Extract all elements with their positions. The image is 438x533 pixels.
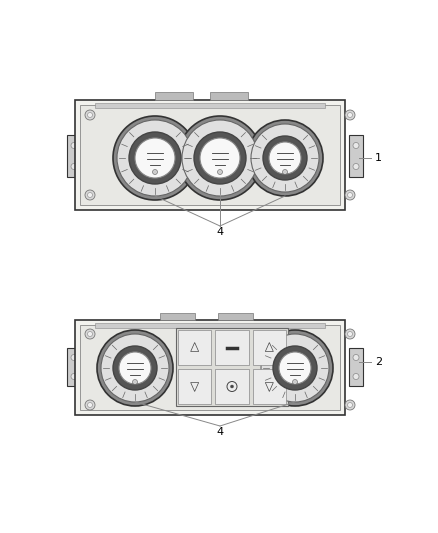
Circle shape	[97, 330, 173, 406]
Text: 2: 2	[375, 357, 382, 367]
Circle shape	[345, 190, 355, 200]
Circle shape	[117, 120, 193, 196]
Circle shape	[85, 329, 95, 339]
Circle shape	[230, 385, 233, 388]
Circle shape	[347, 402, 353, 408]
Circle shape	[257, 330, 333, 406]
Bar	[178, 369, 211, 404]
Circle shape	[261, 334, 329, 402]
Circle shape	[269, 142, 301, 174]
Circle shape	[345, 110, 355, 120]
Bar	[80, 325, 340, 410]
Circle shape	[85, 400, 95, 410]
Circle shape	[88, 332, 92, 336]
Bar	[349, 135, 363, 177]
Bar	[349, 348, 363, 386]
Circle shape	[247, 120, 323, 196]
Circle shape	[135, 138, 175, 178]
Bar	[210, 92, 248, 100]
Circle shape	[101, 334, 169, 402]
Circle shape	[345, 400, 355, 410]
Bar	[178, 330, 211, 365]
Circle shape	[88, 192, 92, 198]
Circle shape	[273, 346, 317, 390]
Circle shape	[71, 354, 77, 360]
Circle shape	[182, 120, 258, 196]
Bar	[67, 135, 81, 177]
Circle shape	[251, 124, 319, 192]
Circle shape	[347, 332, 353, 336]
Bar	[80, 105, 340, 205]
Bar	[218, 313, 253, 320]
Bar	[95, 103, 325, 108]
Bar	[75, 100, 345, 210]
Circle shape	[71, 142, 77, 149]
Circle shape	[194, 132, 246, 184]
Circle shape	[279, 352, 311, 384]
Circle shape	[119, 352, 151, 384]
Bar	[253, 369, 286, 404]
Circle shape	[88, 112, 92, 117]
Bar	[215, 330, 249, 365]
Circle shape	[353, 374, 359, 379]
Bar	[215, 369, 249, 404]
Circle shape	[71, 374, 77, 379]
Bar	[160, 313, 195, 320]
Text: 4: 4	[216, 427, 223, 437]
Circle shape	[263, 136, 307, 180]
Bar	[95, 323, 325, 328]
Circle shape	[218, 169, 223, 174]
Circle shape	[353, 164, 359, 169]
Circle shape	[113, 346, 157, 390]
Circle shape	[353, 142, 359, 149]
Circle shape	[200, 138, 240, 178]
Circle shape	[178, 116, 262, 200]
Circle shape	[152, 169, 158, 174]
Circle shape	[71, 164, 77, 169]
Text: 4: 4	[216, 227, 223, 237]
Circle shape	[353, 354, 359, 360]
Circle shape	[88, 402, 92, 408]
Circle shape	[129, 132, 181, 184]
Circle shape	[133, 379, 138, 384]
Circle shape	[85, 110, 95, 120]
Circle shape	[347, 112, 353, 117]
Circle shape	[113, 116, 197, 200]
Circle shape	[85, 190, 95, 200]
Text: 1: 1	[375, 153, 382, 163]
Bar	[155, 92, 193, 100]
Bar	[253, 330, 286, 365]
Circle shape	[293, 379, 297, 384]
Circle shape	[345, 329, 355, 339]
Circle shape	[347, 192, 353, 198]
Bar	[75, 320, 345, 415]
Bar	[67, 348, 81, 386]
Bar	[176, 328, 288, 406]
Circle shape	[283, 169, 287, 174]
